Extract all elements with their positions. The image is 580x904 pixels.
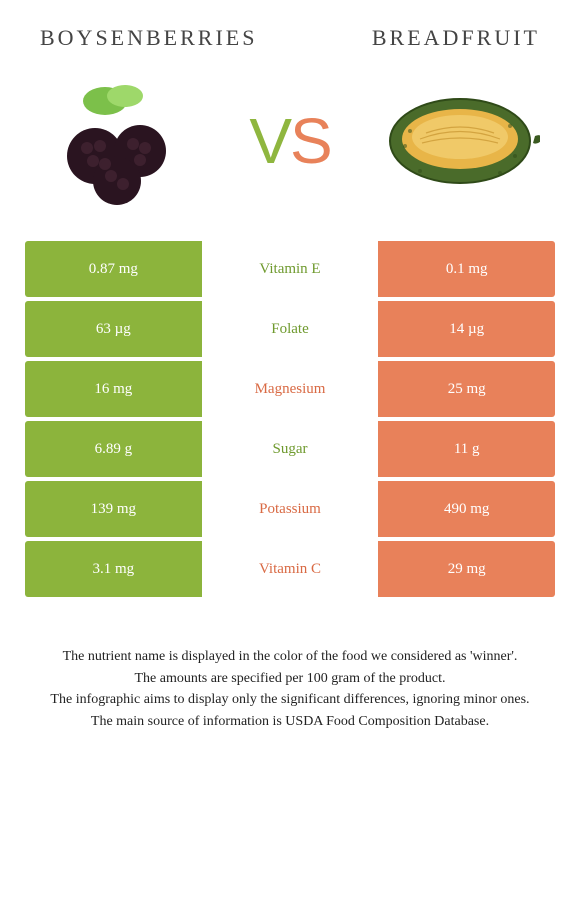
nutrient-row: 6.89 gSugar11 g bbox=[25, 421, 555, 477]
nutrient-row: 139 mgPotassium490 mg bbox=[25, 481, 555, 537]
right-value-cell: 0.1 mg bbox=[378, 241, 555, 297]
left-value-cell: 3.1 mg bbox=[25, 541, 202, 597]
footer-line: The nutrient name is displayed in the co… bbox=[20, 646, 560, 668]
right-value-cell: 29 mg bbox=[378, 541, 555, 597]
hero-row: VS bbox=[0, 61, 580, 241]
nutrient-label-cell: Potassium bbox=[202, 481, 379, 537]
left-food-image bbox=[40, 71, 200, 211]
left-value-cell: 6.89 g bbox=[25, 421, 202, 477]
footer-line: The main source of information is USDA F… bbox=[20, 711, 560, 733]
right-value-cell: 25 mg bbox=[378, 361, 555, 417]
nutrient-row: 16 mgMagnesium25 mg bbox=[25, 361, 555, 417]
nutrient-label-cell: Magnesium bbox=[202, 361, 379, 417]
title-row: BOYSENBERRIES BREADFRUIT bbox=[0, 0, 580, 61]
nutrient-row: 0.87 mgVitamin E0.1 mg bbox=[25, 241, 555, 297]
nutrient-row: 63 µgFolate14 µg bbox=[25, 301, 555, 357]
footer-line: The amounts are specified per 100 gram o… bbox=[20, 668, 560, 690]
right-value-cell: 14 µg bbox=[378, 301, 555, 357]
nutrient-row: 3.1 mgVitamin C29 mg bbox=[25, 541, 555, 597]
left-value-cell: 139 mg bbox=[25, 481, 202, 537]
right-value-cell: 490 mg bbox=[378, 481, 555, 537]
vs-label: VS bbox=[249, 104, 330, 178]
nutrient-label-cell: Vitamin E bbox=[202, 241, 379, 297]
left-value-cell: 63 µg bbox=[25, 301, 202, 357]
left-value-cell: 16 mg bbox=[25, 361, 202, 417]
vs-s: S bbox=[290, 105, 331, 177]
nutrient-table: 0.87 mgVitamin E0.1 mg63 µgFolate14 µg16… bbox=[0, 241, 580, 597]
right-value-cell: 11 g bbox=[378, 421, 555, 477]
nutrient-label-cell: Folate bbox=[202, 301, 379, 357]
right-food-image bbox=[380, 71, 540, 211]
left-value-cell: 0.87 mg bbox=[25, 241, 202, 297]
nutrient-label-cell: Sugar bbox=[202, 421, 379, 477]
vs-v: V bbox=[249, 105, 290, 177]
footer-notes: The nutrient name is displayed in the co… bbox=[0, 601, 580, 733]
nutrient-label-cell: Vitamin C bbox=[202, 541, 379, 597]
left-food-title: BOYSENBERRIES bbox=[40, 25, 257, 51]
footer-line: The infographic aims to display only the… bbox=[20, 689, 560, 711]
right-food-title: BREADFRUIT bbox=[372, 25, 540, 51]
